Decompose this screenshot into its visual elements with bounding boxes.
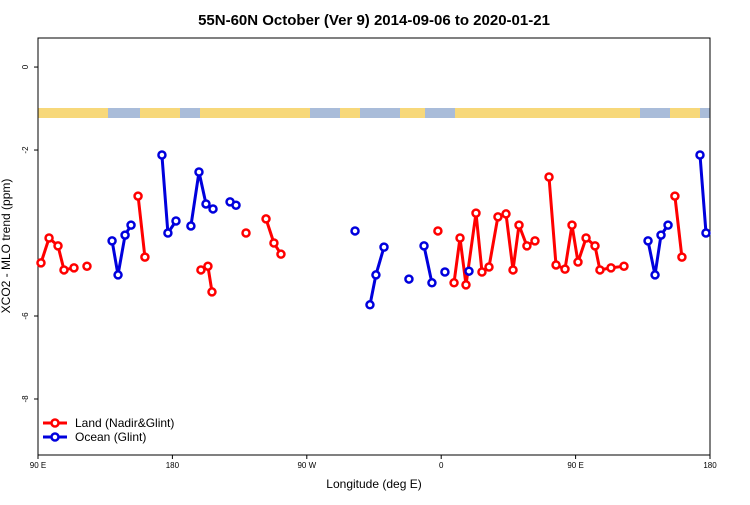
y-tick-label: -6 [21, 312, 30, 320]
x-tick-label: 90 E [30, 461, 46, 470]
point [371, 270, 381, 280]
point [433, 226, 443, 236]
point [82, 261, 92, 271]
point [44, 233, 54, 243]
point [207, 287, 217, 297]
y-tick-label: -8 [21, 395, 30, 403]
point [670, 191, 680, 201]
point [203, 261, 213, 271]
point [508, 265, 518, 275]
point [477, 267, 487, 277]
legend-marker [50, 418, 60, 428]
point [379, 242, 389, 252]
point [157, 150, 167, 160]
point [701, 228, 711, 238]
point [544, 172, 554, 182]
point [656, 230, 666, 240]
point [140, 252, 150, 262]
legend-label: Land (Nadir&Glint) [75, 416, 174, 430]
point [522, 241, 532, 251]
point [120, 230, 130, 240]
x-tick-label: 180 [703, 461, 717, 470]
legend-marker [50, 432, 60, 442]
y-tick-label: -2 [21, 146, 30, 154]
point [59, 265, 69, 275]
point [461, 280, 471, 290]
point [663, 220, 673, 230]
point [126, 220, 136, 230]
point [69, 263, 79, 273]
y-tick-label: 0 [21, 64, 30, 69]
point [581, 233, 591, 243]
point [455, 233, 465, 243]
point [350, 226, 360, 236]
point [276, 249, 286, 259]
point [36, 258, 46, 268]
x-tick-label: 90 E [567, 461, 583, 470]
point [471, 208, 481, 218]
point [501, 209, 511, 219]
point [567, 220, 577, 230]
point [231, 200, 241, 210]
x-tick-label: 90 W [297, 461, 316, 470]
point [53, 241, 63, 251]
y-axis-label: XCO2 - MLO trend (ppm) [0, 179, 13, 314]
point [419, 241, 429, 251]
point [107, 236, 117, 246]
point [514, 220, 524, 230]
point [171, 216, 181, 226]
point [464, 266, 474, 276]
point [590, 241, 600, 251]
point [241, 228, 251, 238]
chart-title: 55N-60N October (Ver 9) 2014-09-06 to 20… [198, 12, 550, 29]
point [595, 265, 605, 275]
point [606, 263, 616, 273]
point [493, 212, 503, 222]
point [573, 257, 583, 267]
point [208, 204, 218, 214]
legend-label: Ocean (Glint) [75, 430, 146, 444]
map-strip [38, 108, 710, 118]
x-tick-label: 180 [166, 461, 180, 470]
point [449, 278, 459, 288]
point [404, 274, 414, 284]
point [484, 262, 494, 272]
point [186, 221, 196, 231]
point [619, 261, 629, 271]
point [440, 267, 450, 277]
point [560, 264, 570, 274]
x-axis-label: Longitude (deg E) [326, 477, 421, 491]
point [196, 265, 206, 275]
point [643, 236, 653, 246]
point [677, 252, 687, 262]
point [551, 260, 561, 270]
point [163, 228, 173, 238]
point [365, 300, 375, 310]
point [201, 199, 211, 209]
point [194, 167, 204, 177]
point [650, 270, 660, 280]
point [269, 238, 279, 248]
plot-frame [37, 37, 711, 456]
point [261, 214, 271, 224]
point [133, 191, 143, 201]
point [427, 278, 437, 288]
x-tick-label: 0 [439, 461, 444, 470]
point [695, 150, 705, 160]
point [530, 236, 540, 246]
point [113, 270, 123, 280]
